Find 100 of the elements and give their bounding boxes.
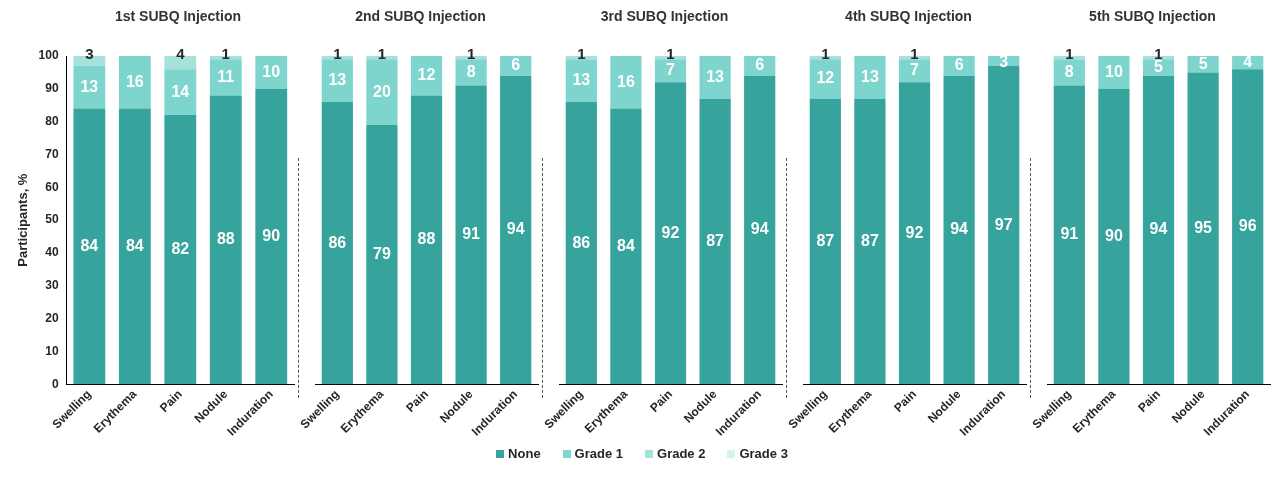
data-label: 11 [217, 67, 235, 85]
data-label: 3 [85, 44, 94, 62]
data-label: 10 [1105, 62, 1123, 80]
data-label: 12 [417, 66, 436, 84]
data-label: 1 [221, 44, 230, 62]
bar [73, 108, 106, 385]
data-label: 96 [1238, 217, 1257, 235]
data-label: 13 [572, 71, 591, 89]
data-label: 84 [125, 236, 144, 254]
data-label: 7 [666, 61, 676, 79]
data-label: 87 [816, 231, 835, 249]
bar [1053, 59, 1085, 86]
data-label: 4 [176, 44, 186, 62]
data-label: 91 [1060, 225, 1079, 243]
data-label: 95 [1194, 218, 1213, 236]
data-label: 92 [905, 223, 924, 241]
y-tick-label: 50 [45, 212, 59, 227]
bar [321, 101, 353, 385]
bar [164, 69, 197, 116]
y-tick-label: 20 [45, 310, 59, 325]
bar [744, 75, 776, 385]
data-label: 97 [994, 215, 1013, 233]
data-label: 1 [577, 44, 586, 62]
data-label: 8 [1064, 62, 1074, 80]
bar [366, 59, 398, 125]
data-label: 1 [466, 44, 476, 62]
bar [164, 115, 197, 385]
bar [898, 59, 931, 83]
bar [118, 56, 151, 109]
data-label: 94 [506, 220, 525, 238]
data-label: 10 [262, 62, 281, 80]
bar [410, 95, 443, 385]
data-label: 1 [821, 44, 830, 62]
data-label: 13 [328, 71, 347, 89]
bar [854, 98, 886, 385]
y-axis-title: Participants, % [15, 173, 31, 267]
data-label: 1 [333, 44, 342, 62]
data-label: 79 [373, 245, 391, 263]
bar [565, 101, 597, 385]
bar [654, 82, 687, 385]
bar [455, 85, 487, 385]
data-label: 84 [80, 236, 99, 254]
chart-title: 2nd SUBQ Injection [355, 8, 486, 26]
bar [1142, 75, 1175, 385]
data-label: 13 [80, 77, 99, 95]
bar [209, 95, 242, 385]
bar [565, 59, 597, 102]
chart-title: 4th SUBQ Injection [845, 8, 972, 26]
bar [1187, 72, 1219, 385]
bar [1098, 88, 1130, 385]
bar [366, 124, 398, 385]
bar [610, 108, 642, 385]
y-tick-label: 40 [45, 245, 59, 260]
data-label: 1 [910, 44, 919, 62]
data-label: 94 [1149, 220, 1168, 238]
bar [854, 56, 886, 99]
data-label: 91 [462, 225, 481, 243]
data-label: 92 [661, 223, 680, 241]
data-label: 88 [216, 230, 235, 248]
data-label: 90 [1105, 226, 1123, 244]
bar [699, 98, 731, 385]
data-label: 16 [125, 72, 144, 90]
data-label: 12 [816, 69, 835, 87]
data-label: 5 [1198, 54, 1208, 72]
data-label: 6 [954, 56, 964, 74]
bar [943, 75, 975, 385]
bar [118, 108, 151, 385]
chart-title: 1st SUBQ Injection [114, 8, 242, 26]
bar [321, 59, 353, 102]
bar [255, 88, 288, 385]
data-label: 1 [1065, 44, 1074, 62]
bar [654, 59, 687, 83]
bar [898, 82, 931, 385]
y-tick-label: 30 [45, 278, 59, 293]
data-label: 13 [861, 67, 879, 85]
bar [1232, 69, 1264, 385]
data-label: 6 [511, 56, 521, 74]
chart-title: 3rd SUBQ Injection [600, 8, 729, 26]
data-label: 7 [910, 61, 920, 79]
data-label: 16 [617, 72, 635, 90]
y-tick-label: 100 [38, 48, 59, 63]
chart-title: 5th SUBQ Injection [1089, 8, 1216, 26]
data-label: 86 [328, 233, 347, 251]
data-label: 82 [171, 240, 190, 258]
bar [73, 65, 106, 109]
data-label: 94 [750, 220, 769, 238]
data-label: 1 [666, 44, 675, 62]
data-label: 14 [171, 82, 190, 100]
data-label: 8 [466, 62, 476, 80]
data-label: 20 [373, 82, 391, 100]
bar [610, 56, 642, 109]
bar [699, 56, 731, 99]
bar [988, 65, 1020, 385]
y-tick-label: 80 [45, 113, 59, 128]
data-label: 90 [262, 226, 281, 244]
bar [809, 98, 841, 385]
y-tick-label: 0 [51, 376, 59, 391]
data-label: 84 [617, 236, 635, 254]
data-label: 88 [417, 230, 436, 248]
legend-label: None [508, 446, 541, 461]
